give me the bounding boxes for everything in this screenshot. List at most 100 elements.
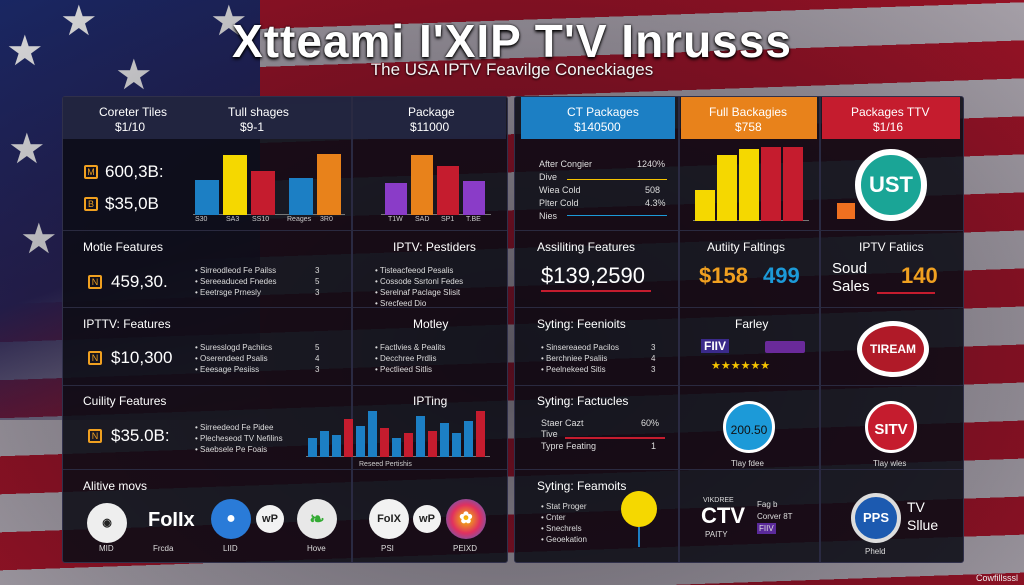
col1-head-a-title: Coreter Tiles — [99, 105, 168, 119]
col1-sec1-title: Motie Features — [83, 240, 164, 254]
foltx-logo[interactable]: FoIIx — [148, 509, 195, 531]
col1-sec2-value: $10,300 — [111, 348, 173, 367]
col3-head-title: CT Packages — [567, 105, 639, 119]
chart-bar — [404, 433, 413, 457]
credit-text: Cowfillsssl — [975, 573, 1018, 583]
col2-sec2-title: Motley — [413, 317, 449, 331]
list-item: • Tisteacfeeod Pesalis — [375, 266, 454, 275]
column-divider — [678, 97, 680, 562]
col5-sec1-line: Sales — [832, 278, 870, 295]
movie-logo[interactable]: ◉ — [87, 503, 127, 543]
col1-sec2-title: IPTTV: Features — [83, 317, 171, 331]
leaf-icon: ❧ — [309, 509, 325, 529]
chart-bar — [476, 411, 485, 457]
leaf-logo[interactable]: ❧ — [297, 499, 337, 539]
chart-tick: S30 — [195, 216, 208, 223]
fox-logo[interactable]: FoIX — [369, 499, 409, 539]
col1-head-a-price: $1/10 — [115, 120, 146, 134]
chart-tick: T.BE — [466, 216, 481, 223]
wp-logo[interactable]: wP — [256, 505, 284, 533]
list-count: 3 — [315, 266, 320, 275]
logo-caption: LIID — [223, 544, 238, 553]
col5-header — [822, 97, 960, 139]
list-item: • Eeesage Pesiiss — [195, 365, 260, 374]
brand-side: Fag b — [757, 500, 778, 509]
col3-sec3-title: Syting: Factucles — [537, 394, 629, 408]
chart-bar — [695, 190, 715, 221]
divider — [515, 385, 963, 386]
chart-bar — [392, 438, 401, 457]
col3-sec1-title: Assiliting Features — [537, 240, 636, 254]
col5-sec1-title: IPTV Fatiics — [859, 240, 924, 254]
column-divider — [819, 97, 821, 562]
chart-bar — [223, 155, 247, 215]
list-item: • Serelnaf Paclage Slisit — [375, 288, 461, 297]
col3-sec1-value: $139,2590 — [541, 263, 645, 288]
col5-sec1-value: 140 — [901, 263, 938, 288]
package-icon: N — [88, 351, 102, 365]
list-count: 3 — [651, 343, 656, 352]
list-item: • Sinsereaeod Pacilos — [541, 343, 619, 352]
sitv-logo[interactable]: SITV — [865, 401, 917, 453]
col3-sec2-title: Syting: Feenioits — [537, 317, 626, 331]
list-count: 3 — [315, 365, 320, 374]
col4-sec1-value-b: 499 — [763, 263, 800, 288]
row-value: 508 — [645, 185, 661, 195]
col1-head-b-title: Tull shages — [228, 105, 289, 119]
row-label: Wiea Cold — [539, 185, 581, 195]
chart-tick: SAD — [415, 216, 430, 223]
chart-tick: SP1 — [441, 216, 455, 223]
chart-bar — [332, 435, 341, 457]
firefox-logo[interactable]: ● — [211, 499, 251, 539]
chart-tick: 3R0 — [320, 216, 333, 223]
logo-caption: Pheld — [865, 547, 886, 556]
ctv-logo[interactable]: CTV — [701, 503, 745, 528]
divider — [63, 230, 507, 231]
rainbow-logo[interactable]: ✿ — [446, 499, 486, 539]
list-item: • Suresslogd Pachiics — [195, 343, 273, 352]
list-item: • Berchniee Psaliis — [541, 354, 608, 363]
brand-badge — [765, 341, 805, 353]
row-label: After Congier — [539, 159, 593, 169]
left-panel: Coreter Tiles $1/10 Tull shages $9-1 Pac… — [62, 96, 508, 563]
col1-sec1-value: 459,30. — [111, 272, 168, 291]
brand-sub: PAITY — [705, 530, 728, 539]
col1-bar-chart — [193, 152, 345, 215]
package-icon: M — [84, 165, 98, 179]
ust-logo[interactable]: UST — [855, 149, 927, 221]
balloon-stick — [638, 527, 640, 547]
list-item: • Peelnekeed Sitis — [541, 365, 606, 374]
col1-stat-2: $35,0B — [105, 194, 159, 213]
list-item: • Eeetrsge Prnesly — [195, 288, 261, 297]
list-count: 3 — [315, 288, 320, 297]
row-label: Nies — [539, 211, 558, 221]
divider — [63, 307, 507, 308]
col2-head-title: Package — [408, 105, 455, 119]
chart-bar — [428, 431, 437, 457]
brand-top: VIKDREE — [703, 497, 734, 504]
col4-head-price: $758 — [735, 120, 762, 134]
pps-side: Sllue — [907, 517, 939, 533]
row-value: 4.3% — [645, 198, 666, 208]
chart-bar — [317, 154, 341, 215]
list-item: • Sereeaduced Fnedes — [195, 277, 277, 286]
divider — [63, 469, 507, 470]
column-divider — [351, 97, 353, 562]
list-count: 3 — [651, 365, 656, 374]
package-icon: B — [84, 197, 98, 211]
divider — [515, 307, 963, 308]
row-label: Tive — [541, 429, 558, 439]
list-item: • Plecheseod TV Nefilins — [195, 434, 283, 443]
divider — [515, 469, 963, 470]
wp-logo[interactable]: wP — [413, 505, 441, 533]
page-subtitle: The USA IPTV Feavilge Coneckiages — [370, 60, 654, 79]
stream-logo[interactable]: TIREAM — [857, 321, 929, 377]
pps-logo[interactable]: PPS — [851, 493, 901, 543]
value-circle[interactable]: 200.50 — [723, 401, 775, 453]
list-item: • Saebsele Pe Foais — [195, 445, 268, 454]
chart-bar — [308, 438, 317, 457]
col4-sec1-value-a: $158 — [699, 263, 748, 288]
circle-caption: Tlay fdee — [731, 459, 764, 468]
chart-bar — [739, 149, 759, 221]
col1-sec3-title: Cuility Features — [83, 394, 167, 408]
